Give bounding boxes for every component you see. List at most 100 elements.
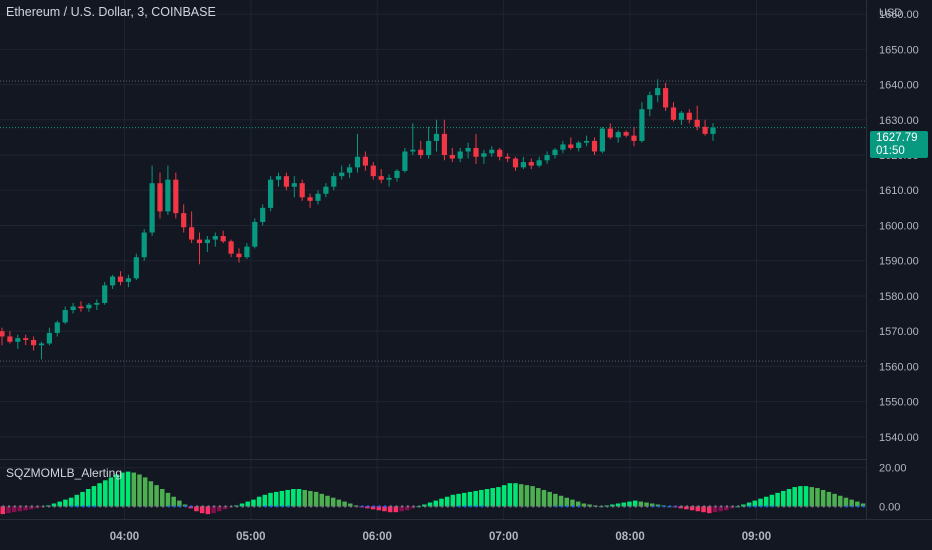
- squeeze-dot: [714, 505, 717, 508]
- momentum-bar: [80, 491, 85, 507]
- momentum-bar: [205, 506, 211, 515]
- squeeze-dot: [628, 505, 632, 508]
- momentum-bar: [849, 499, 854, 507]
- squeeze-dot: [697, 505, 700, 508]
- momentum-bar: [154, 485, 159, 507]
- momentum-bar: [832, 493, 837, 507]
- candle-body: [275, 176, 282, 180]
- candle-body: [315, 193, 321, 201]
- squeeze-dot: [811, 505, 814, 508]
- price-tick-label: 1630.00: [879, 115, 919, 127]
- squeeze-dot: [674, 505, 677, 508]
- momentum-bar: [405, 506, 410, 511]
- squeeze-dot: [81, 505, 85, 508]
- candle-body: [220, 236, 226, 242]
- squeeze-dot: [178, 505, 182, 508]
- squeeze-dot: [366, 505, 370, 508]
- price-tick-label: 1580.00: [879, 291, 919, 303]
- squeeze-dot: [759, 505, 763, 508]
- momentum-bar: [581, 503, 587, 507]
- squeeze-dot: [520, 505, 524, 508]
- momentum-bar: [222, 506, 228, 510]
- momentum-bar: [120, 472, 125, 507]
- candle-body: [584, 140, 590, 143]
- candle-body: [260, 207, 266, 222]
- candle-body: [86, 304, 92, 309]
- candle-body: [283, 176, 289, 187]
- squeeze-dot: [822, 505, 825, 508]
- candle-body: [133, 257, 139, 279]
- squeeze-dot: [400, 505, 404, 508]
- momentum-bar: [199, 506, 205, 514]
- squeeze-dot: [252, 505, 256, 508]
- squeeze-dot: [144, 505, 147, 508]
- squeeze-dot: [269, 505, 273, 508]
- squeeze-dot: [731, 505, 734, 508]
- candle-body: [473, 147, 479, 157]
- time-axis[interactable]: 04:00 05:00 06:00 07:00 08:00 09:00: [110, 531, 771, 543]
- price-tick-label: 1660.00: [879, 9, 919, 21]
- momentum-bar: [570, 499, 575, 507]
- squeeze-dot: [59, 505, 62, 508]
- squeeze-dot: [765, 505, 768, 508]
- squeeze-dot: [418, 505, 421, 508]
- momentum-bar: [85, 489, 91, 507]
- candle-body: [117, 276, 124, 282]
- squeeze-dot: [663, 505, 666, 508]
- price-tick-label: 1650.00: [879, 44, 919, 56]
- candle-body: [307, 197, 313, 201]
- time-tick-label: 08:00: [615, 531, 644, 543]
- squeeze-dot: [292, 505, 296, 508]
- squeeze-dot: [361, 505, 364, 508]
- squeeze-dot: [326, 505, 330, 508]
- momentum-bar: [860, 503, 866, 507]
- squeeze-dot: [623, 505, 626, 508]
- squeeze-dot: [435, 505, 438, 508]
- candle-body: [165, 179, 171, 212]
- momentum-bar: [325, 495, 330, 507]
- squeeze-dot: [640, 505, 643, 508]
- candle-body: [599, 128, 605, 152]
- squeeze-dot: [771, 505, 774, 508]
- candle-body: [520, 162, 526, 168]
- candle-body: [196, 239, 203, 244]
- momentum-bar: [131, 472, 137, 507]
- price-tick-label: 1560.00: [879, 361, 919, 373]
- price-axis[interactable]: 1660.001650.001640.001630.001620.001610.…: [879, 9, 919, 513]
- squeeze-dot: [708, 505, 712, 508]
- momentum-bar: [291, 489, 296, 507]
- squeeze-dot: [845, 505, 848, 508]
- momentum-bar: [479, 489, 484, 507]
- momentum-bar: [91, 486, 97, 507]
- candle-body: [378, 176, 384, 180]
- momentum-bar: [23, 506, 28, 511]
- squeeze-dot: [742, 505, 746, 508]
- momentum-bar: [393, 506, 399, 513]
- squeeze-dot: [532, 505, 535, 508]
- candle-body: [244, 246, 250, 258]
- squeeze-dot: [680, 505, 683, 508]
- indicator-title[interactable]: SQZMOMLB_Alerting: [6, 466, 123, 480]
- squeeze-dot: [423, 505, 427, 508]
- candle-body: [402, 151, 408, 171]
- momentum-bar: [285, 489, 290, 507]
- squeeze-dot: [737, 505, 740, 508]
- candle-body: [544, 155, 550, 161]
- candle-body: [702, 126, 708, 134]
- momentum-tick-label: 20.00: [879, 463, 907, 475]
- momentum-bar: [239, 503, 245, 507]
- squeeze-dot: [691, 505, 694, 508]
- momentum-bar: [621, 502, 627, 507]
- candle-body: [204, 239, 210, 244]
- squeeze-dot: [754, 505, 757, 508]
- momentum-bar: [547, 491, 552, 507]
- candle-body: [228, 241, 234, 254]
- squeeze-dot: [36, 505, 39, 508]
- momentum-bar: [308, 490, 313, 507]
- squeeze-dot: [788, 505, 791, 508]
- squeeze-dot: [389, 505, 392, 508]
- momentum-bar: [536, 488, 541, 507]
- squeeze-dot: [167, 505, 170, 508]
